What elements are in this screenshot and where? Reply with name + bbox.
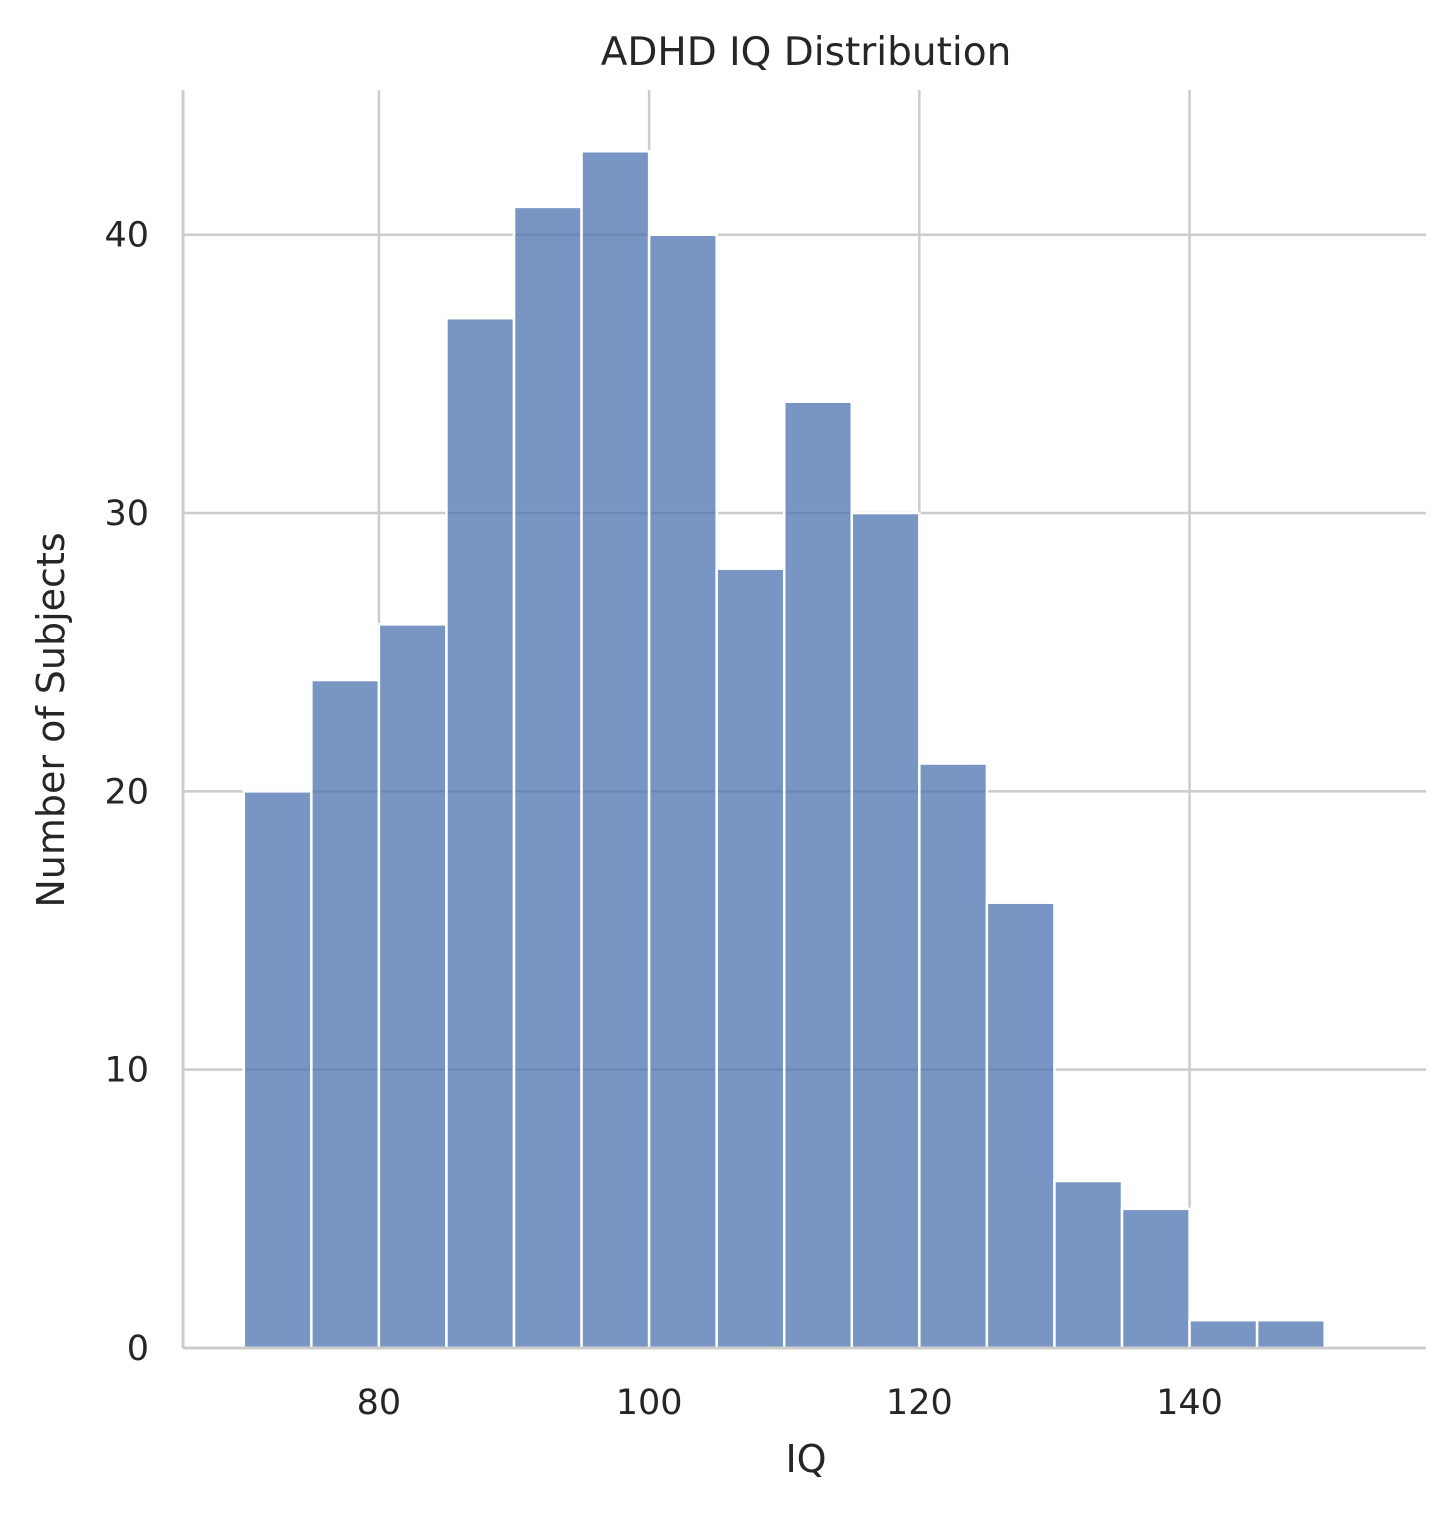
- histogram-bar: [310, 678, 381, 1350]
- histogram-bar: [1053, 1179, 1124, 1350]
- y-tick-label: 10: [104, 1051, 149, 1091]
- y-tick-label: 0: [127, 1329, 149, 1369]
- y-axis-label: Number of Subjects: [29, 532, 73, 907]
- x-tick-label: 80: [357, 1383, 402, 1423]
- histogram-bar: [580, 149, 651, 1350]
- histogram-bar: [512, 205, 583, 1350]
- histogram-bar: [850, 511, 921, 1350]
- histogram-bar: [242, 790, 313, 1350]
- y-tick-label: 40: [104, 216, 149, 256]
- histogram-bar: [1120, 1207, 1191, 1350]
- histogram-bar: [377, 623, 448, 1350]
- histogram-bar: [1188, 1318, 1259, 1350]
- histogram-bar: [1255, 1318, 1326, 1350]
- histogram-bar: [985, 901, 1056, 1350]
- x-tick-labels: 80 100 120 140: [357, 1383, 1223, 1423]
- x-tick-label: 120: [886, 1383, 953, 1423]
- histogram-bars: [242, 149, 1326, 1350]
- histogram-bar: [445, 316, 516, 1350]
- histogram-bar: [715, 567, 786, 1350]
- chart-title: ADHD IQ Distribution: [601, 30, 1012, 75]
- y-tick-label: 20: [104, 772, 149, 812]
- histogram-bar: [647, 233, 718, 1350]
- x-axis-label: IQ: [785, 1437, 826, 1481]
- histogram-bar: [782, 400, 854, 1350]
- y-tick-labels: 0 10 20 30 40: [104, 216, 149, 1369]
- y-tick-label: 30: [104, 494, 149, 534]
- x-tick-label: 140: [1156, 1383, 1223, 1423]
- x-tick-label: 100: [616, 1383, 683, 1423]
- histogram-bar: [918, 762, 989, 1350]
